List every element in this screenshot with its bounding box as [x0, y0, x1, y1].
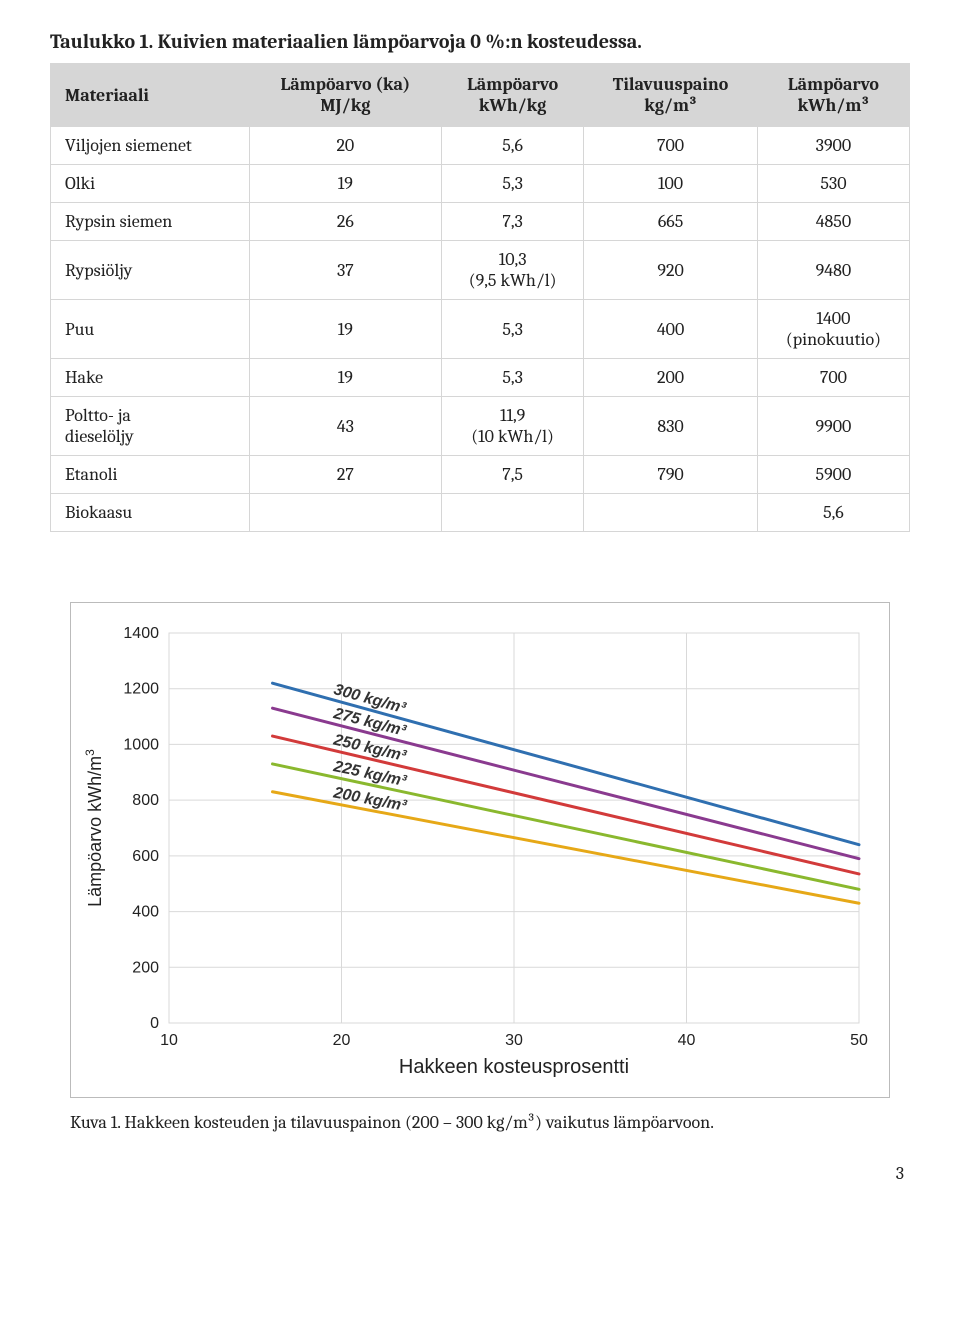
table-cell: 27 — [249, 456, 441, 494]
page-number: 3 — [50, 1163, 910, 1184]
svg-text:200: 200 — [132, 959, 159, 976]
table-cell: 5,6 — [757, 494, 909, 532]
table-cell: 9900 — [757, 397, 909, 456]
table-cell: 10,3(9,5 kWh/l) — [441, 241, 583, 300]
table-row: Puu195,34001400(pinokuutio) — [51, 300, 910, 359]
table-cell — [249, 494, 441, 532]
table-row: Viljojen siemenet205,67003900 — [51, 127, 910, 165]
table-cell: 700 — [584, 127, 758, 165]
table-cell: 100 — [584, 165, 758, 203]
table-cell: Hake — [51, 359, 250, 397]
table-row: Hake195,3200700 — [51, 359, 910, 397]
svg-text:1200: 1200 — [123, 681, 159, 698]
svg-text:50: 50 — [850, 1032, 868, 1049]
table-cell: 400 — [584, 300, 758, 359]
table-cell: 5,3 — [441, 300, 583, 359]
line-chart: 300 kg/m³275 kg/m³250 kg/m³225 kg/m³200 … — [70, 602, 890, 1098]
table-cell — [584, 494, 758, 532]
svg-text:800: 800 — [132, 792, 159, 809]
table-cell: 920 — [584, 241, 758, 300]
table-cell: 3900 — [757, 127, 909, 165]
table-cell: 11,9(10 kWh/l) — [441, 397, 583, 456]
materials-table: MateriaaliLämpöarvo (ka)MJ/kgLämpöarvokW… — [50, 63, 910, 532]
table-cell: 19 — [249, 165, 441, 203]
table-cell: 7,3 — [441, 203, 583, 241]
table-header: LämpöarvokWh/kg — [441, 64, 583, 127]
table-cell: 5,6 — [441, 127, 583, 165]
table-cell: 700 — [757, 359, 909, 397]
table-cell: 530 — [757, 165, 909, 203]
svg-text:1000: 1000 — [123, 736, 159, 753]
svg-text:20: 20 — [333, 1032, 351, 1049]
table-row: Poltto- jadieselöljy4311,9(10 kWh/l)8309… — [51, 397, 910, 456]
table-cell: 5900 — [757, 456, 909, 494]
svg-text:600: 600 — [132, 848, 159, 865]
table-cell: 5,3 — [441, 165, 583, 203]
table-cell: Etanoli — [51, 456, 250, 494]
table-row: Rypsin siemen267,36654850 — [51, 203, 910, 241]
table-cell: Rypsiöljy — [51, 241, 250, 300]
svg-text:0: 0 — [150, 1015, 159, 1032]
table-cell: 43 — [249, 397, 441, 456]
table-header: Materiaali — [51, 64, 250, 127]
table-row: Biokaasu 5,6 — [51, 494, 910, 532]
table-row: Olki195,3100530 — [51, 165, 910, 203]
table-cell: 26 — [249, 203, 441, 241]
table-cell: 790 — [584, 456, 758, 494]
table-row: Rypsiöljy3710,3(9,5 kWh/l)9209480 — [51, 241, 910, 300]
table-cell: 7,5 — [441, 456, 583, 494]
table-cell: Biokaasu — [51, 494, 250, 532]
svg-text:1400: 1400 — [123, 625, 159, 642]
svg-text:400: 400 — [132, 904, 159, 921]
table-cell: 1400(pinokuutio) — [757, 300, 909, 359]
table-cell: 9480 — [757, 241, 909, 300]
table-cell: 20 — [249, 127, 441, 165]
table-cell: 19 — [249, 300, 441, 359]
table-cell: Puu — [51, 300, 250, 359]
svg-text:30: 30 — [505, 1032, 523, 1049]
x-axis-label: Hakkeen kosteusprosentti — [399, 1056, 629, 1078]
table-cell: 19 — [249, 359, 441, 397]
table-cell: Olki — [51, 165, 250, 203]
table-cell: Viljojen siemenet — [51, 127, 250, 165]
table-header: LämpöarvokWh/m³ — [757, 64, 909, 127]
table-cell: 665 — [584, 203, 758, 241]
figure-caption: Kuva 1. Hakkeen kosteuden ja tilavuuspai… — [70, 1112, 890, 1133]
svg-text:10: 10 — [160, 1032, 178, 1049]
table-cell: 200 — [584, 359, 758, 397]
table-cell: Rypsin siemen — [51, 203, 250, 241]
table-cell: 37 — [249, 241, 441, 300]
svg-text:40: 40 — [678, 1032, 696, 1049]
table-header: Lämpöarvo (ka)MJ/kg — [249, 64, 441, 127]
table-cell: 830 — [584, 397, 758, 456]
table-title: Taulukko 1. Kuivien materiaalien lämpöar… — [50, 30, 910, 53]
table-cell — [441, 494, 583, 532]
table-cell: 4850 — [757, 203, 909, 241]
table-cell: 5,3 — [441, 359, 583, 397]
table-header: Tilavuuspainokg/m³ — [584, 64, 758, 127]
y-axis-label: Lämpöarvo kWh/m3 — [83, 749, 105, 907]
table-cell: Poltto- jadieselöljy — [51, 397, 250, 456]
table-row: Etanoli277,57905900 — [51, 456, 910, 494]
